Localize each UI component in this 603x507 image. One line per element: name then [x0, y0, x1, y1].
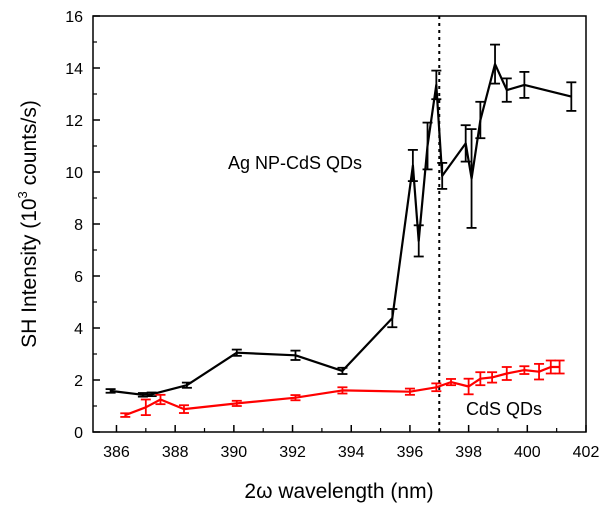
error-bar-ag-np-cds-qds-5: [290, 349, 301, 361]
error-bar-ag-np-cds-qds-15: [475, 100, 486, 140]
y-tick-label-10: 10: [65, 165, 83, 182]
y-tick-label-2: 2: [74, 373, 83, 390]
error-bar-ag-np-cds-qds-9: [413, 224, 424, 258]
y-tick-label-4: 4: [74, 321, 83, 338]
error-bar-ag-np-cds-qds-10: [422, 121, 433, 171]
error-bar-ag-np-cds-qds-7: [387, 308, 398, 329]
x-tick-label-398: 398: [455, 444, 482, 461]
error-bar-cds-qds-12: [487, 371, 498, 384]
x-tick-label-400: 400: [514, 444, 541, 461]
error-bar-ag-np-cds-qds-13: [460, 124, 471, 163]
error-bar-ag-np-cds-qds-2: [146, 391, 157, 398]
y-tick-label-0: 0: [74, 425, 83, 442]
error-bar-cds-qds-9: [446, 378, 457, 387]
error-bar-cds-qds-11: [475, 371, 486, 387]
error-bar-cds-qds-10: [463, 377, 474, 396]
y-axis-label-tail: counts/s): [18, 100, 41, 191]
series-line-cds-qds: [124, 365, 560, 417]
x-axis-label-text: 2ω wavelength (nm): [244, 480, 433, 503]
annotation-cds-qds: CdS QDs: [466, 399, 542, 419]
error-bar-ag-np-cds-qds-4: [231, 348, 242, 357]
error-bar-cds-qds-2: [155, 393, 166, 406]
error-bar-ag-np-cds-qds-19: [566, 81, 577, 112]
error-bar-cds-qds-6: [337, 386, 348, 395]
error-bar-ag-np-cds-qds-11: [431, 69, 442, 101]
error-bar-ag-np-cds-qds-8: [407, 148, 418, 183]
y-axis-label-sup: 3: [15, 191, 30, 198]
error-bar-ag-np-cds-qds-3: [181, 381, 192, 389]
series-line-ag-np-cds-qds: [110, 62, 572, 396]
y-tick-label-6: 6: [74, 269, 83, 286]
y-axis-label-main: SH Intensity (10: [18, 198, 41, 347]
error-bar-cds-qds-3: [178, 404, 189, 414]
x-tick-label-390: 390: [221, 444, 248, 461]
y-tick-label-12: 12: [65, 113, 83, 130]
x-tick-label-392: 392: [279, 444, 306, 461]
error-bar-cds-qds-17: [554, 359, 565, 375]
error-bar-ag-np-cds-qds-17: [501, 77, 512, 103]
error-bar-cds-qds-1: [140, 398, 151, 417]
error-bar-ag-np-cds-qds-0: [105, 388, 116, 394]
x-tick-label-394: 394: [338, 444, 365, 461]
error-bar-cds-qds-5: [290, 394, 301, 402]
error-bar-cds-qds-16: [545, 359, 556, 375]
error-bar-cds-qds-4: [231, 399, 242, 407]
error-bar-ag-np-cds-qds-6: [337, 366, 348, 375]
x-tick-label-386: 386: [103, 444, 130, 461]
x-axis-label: 2ω wavelength (nm): [244, 480, 433, 503]
y-axis-label: SH Intensity (103 counts/s): [15, 100, 41, 348]
x-tick-label-396: 396: [397, 444, 424, 461]
y-tick-label-16: 16: [65, 9, 83, 26]
annotation-ag-np-cds-qds: Ag NP-CdS QDs: [228, 153, 362, 173]
x-tick-label-402: 402: [573, 444, 600, 461]
error-bar-cds-qds-0: [120, 412, 131, 418]
plot-layer: [105, 16, 577, 432]
ticks-layer: 386 388 390 392 394 396 398 400 402 0 2 4 6 8 10 12 14 16: [65, 9, 599, 461]
error-bar-ag-np-cds-qds-14: [466, 128, 477, 229]
error-bar-cds-qds-7: [404, 387, 415, 396]
error-bar-cds-qds-15: [534, 362, 545, 381]
error-bar-ag-np-cds-qds-12: [437, 161, 448, 190]
y-tick-label-8: 8: [74, 217, 83, 234]
x-tick-label-388: 388: [162, 444, 189, 461]
error-bar-cds-qds-14: [519, 365, 530, 375]
y-tick-label-14: 14: [65, 61, 83, 78]
error-bar-cds-qds-13: [501, 366, 512, 381]
error-bar-cds-qds-8: [431, 382, 442, 393]
error-bar-ag-np-cds-qds-1: [137, 392, 148, 398]
error-bar-ag-np-cds-qds-16: [490, 43, 501, 85]
error-bar-ag-np-cds-qds-18: [519, 71, 530, 99]
